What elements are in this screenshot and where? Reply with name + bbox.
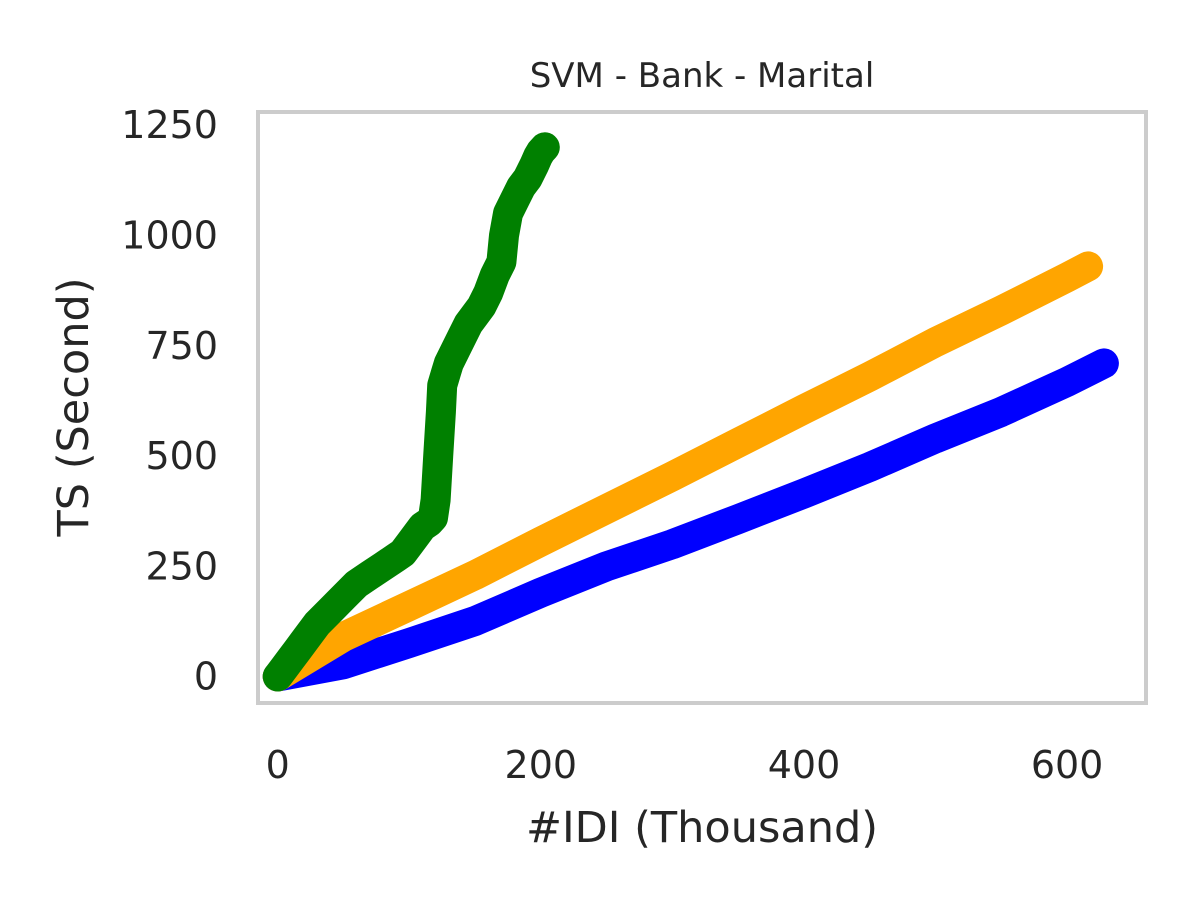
x-tick-label: 200 <box>505 743 578 787</box>
y-tick-labels: 0 250 500 750 1000 1250 <box>121 103 218 698</box>
x-tick-labels: 0 200 400 600 <box>266 743 1104 787</box>
x-tick-label: 600 <box>1031 743 1104 787</box>
y-tick-label: 1250 <box>121 103 218 147</box>
y-tick-label: 1000 <box>121 214 218 258</box>
series-layer <box>262 132 1119 692</box>
x-tick-label: 0 <box>266 743 290 787</box>
chart-title: SVM - Bank - Marital <box>530 56 875 96</box>
y-tick-label: 750 <box>145 324 218 368</box>
x-tick-label: 400 <box>768 743 841 787</box>
series-line-2 <box>262 251 1104 692</box>
y-tick-label: 500 <box>145 434 218 478</box>
y-axis-label: TS (Second) <box>49 277 99 537</box>
series-line-1 <box>262 348 1119 692</box>
y-tick-label: 0 <box>194 655 218 699</box>
x-axis-label: #IDI (Thousand) <box>526 803 878 853</box>
y-tick-label: 250 <box>145 544 218 588</box>
series-line-3 <box>262 132 560 692</box>
